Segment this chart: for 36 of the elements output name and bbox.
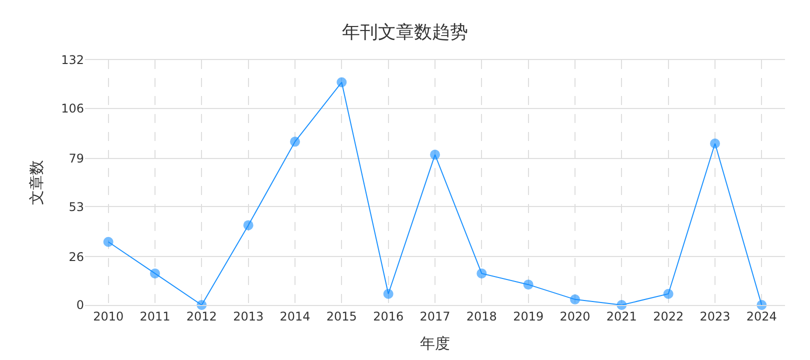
x-tick-label: 2023 (700, 309, 730, 324)
point (336, 77, 347, 88)
y-tick-label: 79 (68, 152, 84, 166)
point (570, 294, 580, 304)
point (383, 288, 394, 299)
point (430, 150, 440, 160)
y-tick-label: 0 (76, 298, 84, 312)
point (663, 288, 674, 299)
point (476, 268, 487, 278)
point (290, 136, 300, 147)
x-tick-label: 2012 (186, 309, 217, 324)
x-tick-label: 2022 (653, 309, 684, 324)
x-tick-label: 2024 (746, 309, 777, 324)
chart-title: 年刊文章数趋势 (342, 22, 468, 43)
x-tick-label: 2019 (513, 309, 544, 324)
y-tick-label: 106 (61, 101, 84, 116)
x-tick-label: 2015 (326, 309, 357, 324)
point (103, 236, 114, 247)
x-tick-label: 2016 (373, 309, 404, 324)
y-tick-label: 26 (68, 250, 84, 264)
y-tick-label: 53 (68, 200, 84, 214)
point (150, 268, 160, 278)
x-tick-label: 2018 (466, 309, 497, 324)
x-tick-label: 2014 (280, 309, 310, 324)
x-tick-label: 2021 (606, 309, 637, 324)
x-tick-label: 2017 (420, 309, 450, 324)
point (523, 280, 534, 290)
x-tick-label: 2010 (93, 309, 124, 324)
x-tick-label: 2011 (140, 309, 170, 324)
y-tick-label: 132 (61, 53, 84, 68)
point (710, 138, 720, 149)
x-tick-label: 2013 (233, 309, 264, 324)
point (243, 220, 254, 230)
x-tick-label: 2020 (560, 309, 590, 324)
x-axis-title: 年度 (420, 334, 450, 352)
y-axis-title: 文章数 (27, 160, 46, 205)
